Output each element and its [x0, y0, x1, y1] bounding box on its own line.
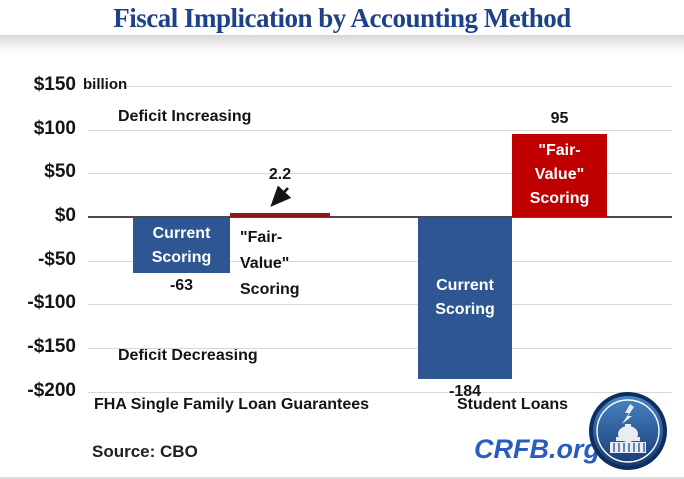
chart-title: Fiscal Implication by Accounting Method: [113, 3, 571, 33]
deficit-decreasing-label: Deficit Decreasing: [118, 347, 258, 364]
category-label: Student Loans: [456, 396, 569, 413]
gridline: [88, 173, 672, 175]
gridline: [88, 391, 672, 393]
bar-label: Current Scoring: [151, 224, 212, 266]
y-axis-tick-label: $150: [33, 73, 76, 95]
y-axis-tick-label: $0: [54, 205, 76, 226]
source-note: Source: CBO: [92, 442, 198, 461]
bar-label: Current Scoring: [435, 277, 495, 319]
bar-student-loans-current-scoring: Current Scoring: [418, 218, 512, 379]
x-axis-line: [88, 216, 672, 218]
y-axis-tick-label: $50: [44, 161, 76, 183]
value-label: 95: [550, 109, 569, 127]
bar-student-loans-fair-value-scoring: "Fair- Value" Scoring: [512, 133, 607, 217]
bar-fha-single-family-loan-guarantees-current-scoring: Current Scoring: [133, 218, 230, 274]
crfb-capitol-logo-icon: [589, 392, 667, 470]
value-label: 2.2: [268, 166, 292, 183]
y-axis-tick-label: -$200: [27, 379, 76, 401]
gridline: [88, 85, 672, 87]
crfb-org-link[interactable]: CRFB.org: [474, 434, 600, 464]
title-divider: [0, 35, 684, 55]
bar-label: "Fair- Value" Scoring: [529, 142, 590, 208]
y-axis-tick-label: $100: [33, 117, 76, 139]
y-axis-tick-label: -$50: [37, 248, 76, 270]
gridline: [88, 348, 672, 350]
category-label: FHA Single Family Loan Guarantees: [93, 396, 370, 413]
deficit-increasing-label: Deficit Increasing: [118, 108, 252, 125]
gridline: [88, 304, 672, 306]
gridline: [88, 129, 672, 131]
value-label: -63: [169, 277, 194, 295]
bar-label: "Fair- Value" Scoring: [240, 229, 300, 298]
value-label: -184: [448, 382, 482, 400]
y-axis-unit-label: billion: [83, 75, 128, 93]
y-axis-tick-label: -$150: [27, 336, 76, 358]
bar-fha-single-family-loan-guarantees-fair-value-scoring: [230, 213, 330, 217]
gridline: [88, 260, 672, 262]
y-axis-tick-label: -$100: [27, 292, 76, 314]
